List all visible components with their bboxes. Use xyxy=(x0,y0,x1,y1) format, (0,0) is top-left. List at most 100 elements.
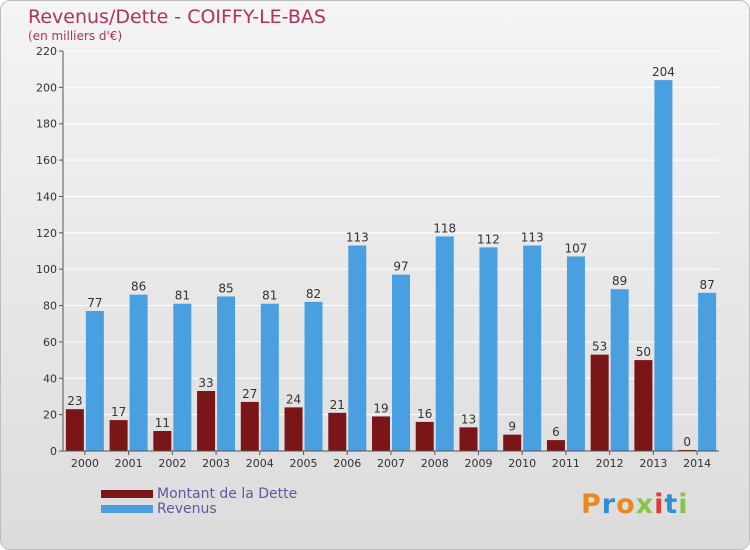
y-tick-label: 160 xyxy=(36,154,57,167)
data-label-dette: 27 xyxy=(242,387,257,401)
y-tick-label: 200 xyxy=(36,81,57,94)
logo-letter: i xyxy=(678,489,689,520)
x-tick-label: 2012 xyxy=(596,457,624,470)
data-label-revenus: 113 xyxy=(346,231,369,245)
proxiti-logo: Proxiti xyxy=(581,489,689,520)
bar-dette xyxy=(328,412,347,451)
x-tick-label: 2006 xyxy=(333,457,361,470)
chart-title: Revenus/Dette - COIFFY-LE-BAS xyxy=(28,6,326,28)
data-label-dette: 17 xyxy=(111,405,126,419)
data-label-dette: 19 xyxy=(373,401,388,415)
bar-revenus xyxy=(654,80,673,451)
bar-revenus xyxy=(698,292,717,451)
data-label-dette: 23 xyxy=(67,394,82,408)
bar-dette xyxy=(459,427,478,451)
bar-dette xyxy=(372,416,390,451)
bar-revenus xyxy=(479,247,498,451)
legend-swatch-dette xyxy=(101,490,153,498)
y-tick-label: 100 xyxy=(36,263,57,276)
logo-letter: x xyxy=(635,489,655,520)
bar-revenus xyxy=(348,245,367,451)
data-label-dette: 50 xyxy=(636,345,651,359)
y-tick-label: 80 xyxy=(43,300,57,313)
data-label-revenus: 87 xyxy=(699,278,714,292)
x-tick-label: 2014 xyxy=(683,457,711,470)
data-label-revenus: 113 xyxy=(521,231,544,245)
y-tick-label: 140 xyxy=(36,190,57,203)
bar-dette xyxy=(284,407,303,451)
x-tick-label: 2001 xyxy=(115,457,143,470)
x-tick-label: 2010 xyxy=(508,457,536,470)
data-label-dette: 53 xyxy=(592,340,607,354)
chart-subtitle: (en milliers d'€) xyxy=(28,29,123,43)
data-label-revenus: 81 xyxy=(175,289,190,303)
bar-dette xyxy=(634,360,653,451)
bar-dette xyxy=(546,440,565,451)
data-label-revenus: 89 xyxy=(612,274,627,288)
bar-dette xyxy=(65,409,84,451)
data-label-dette: 0 xyxy=(683,435,691,449)
y-tick-label: 40 xyxy=(43,372,57,385)
data-label-dette: 13 xyxy=(461,412,476,426)
data-label-dette: 21 xyxy=(330,398,345,412)
y-tick-label: 0 xyxy=(50,445,57,458)
logo-letter: i xyxy=(654,489,665,520)
data-label-dette: 16 xyxy=(417,407,432,421)
bar-revenus xyxy=(173,303,192,451)
data-label-dette: 6 xyxy=(552,425,560,439)
legend-label-dette: Montant de la Dette xyxy=(157,486,298,502)
x-tick-label: 2009 xyxy=(464,457,492,470)
data-label-revenus: 97 xyxy=(393,260,408,274)
legend-label-revenus: Revenus xyxy=(157,501,217,517)
data-label-revenus: 82 xyxy=(306,287,321,301)
bar-revenus xyxy=(217,296,236,451)
data-label-revenus: 86 xyxy=(131,280,146,294)
bar-revenus xyxy=(260,303,279,451)
x-tick-label: 2002 xyxy=(158,457,186,470)
data-label-revenus: 118 xyxy=(433,221,456,235)
legend-swatch-revenus xyxy=(101,505,153,513)
x-tick-label: 2000 xyxy=(71,457,99,470)
bar-revenus xyxy=(304,301,323,451)
logo-letter: o xyxy=(616,489,636,520)
data-label-revenus: 81 xyxy=(262,289,277,303)
y-tick-label: 20 xyxy=(43,409,57,422)
bar-revenus xyxy=(435,236,454,451)
data-label-revenus: 112 xyxy=(477,232,500,246)
bar-dette xyxy=(109,420,128,451)
logo-letter: r xyxy=(601,489,617,520)
y-tick-label: 180 xyxy=(36,118,57,131)
x-tick-label: 2005 xyxy=(290,457,318,470)
x-tick-label: 2008 xyxy=(421,457,449,470)
bar-revenus xyxy=(610,289,629,451)
data-label-revenus: 107 xyxy=(564,241,587,255)
x-tick-label: 2007 xyxy=(377,457,405,470)
logo-letter: P xyxy=(581,489,602,520)
bar-dette xyxy=(197,391,216,451)
y-tick-label: 120 xyxy=(36,227,57,240)
bar-revenus xyxy=(566,256,585,451)
y-tick-label: 60 xyxy=(43,336,57,349)
y-tick-label: 220 xyxy=(36,45,57,58)
data-label-dette: 33 xyxy=(198,376,213,390)
bar-dette xyxy=(590,354,609,451)
x-tick-label: 2011 xyxy=(552,457,580,470)
bar-dette xyxy=(153,431,172,451)
x-tick-label: 2004 xyxy=(246,457,274,470)
x-tick-label: 2013 xyxy=(639,457,667,470)
data-label-dette: 11 xyxy=(155,416,170,430)
data-label-dette: 24 xyxy=(286,392,301,406)
data-label-revenus: 204 xyxy=(652,65,675,79)
data-label-revenus: 85 xyxy=(218,281,233,295)
bar-revenus xyxy=(523,245,542,451)
bar-revenus xyxy=(392,274,410,451)
bar-revenus xyxy=(85,311,104,451)
bar-revenus xyxy=(129,294,148,451)
data-label-revenus: 77 xyxy=(87,296,102,310)
bar-dette xyxy=(415,421,434,451)
data-label-dette: 9 xyxy=(508,420,516,434)
x-tick-label: 2003 xyxy=(202,457,230,470)
bar-dette xyxy=(503,434,522,451)
bar-dette xyxy=(240,401,259,451)
